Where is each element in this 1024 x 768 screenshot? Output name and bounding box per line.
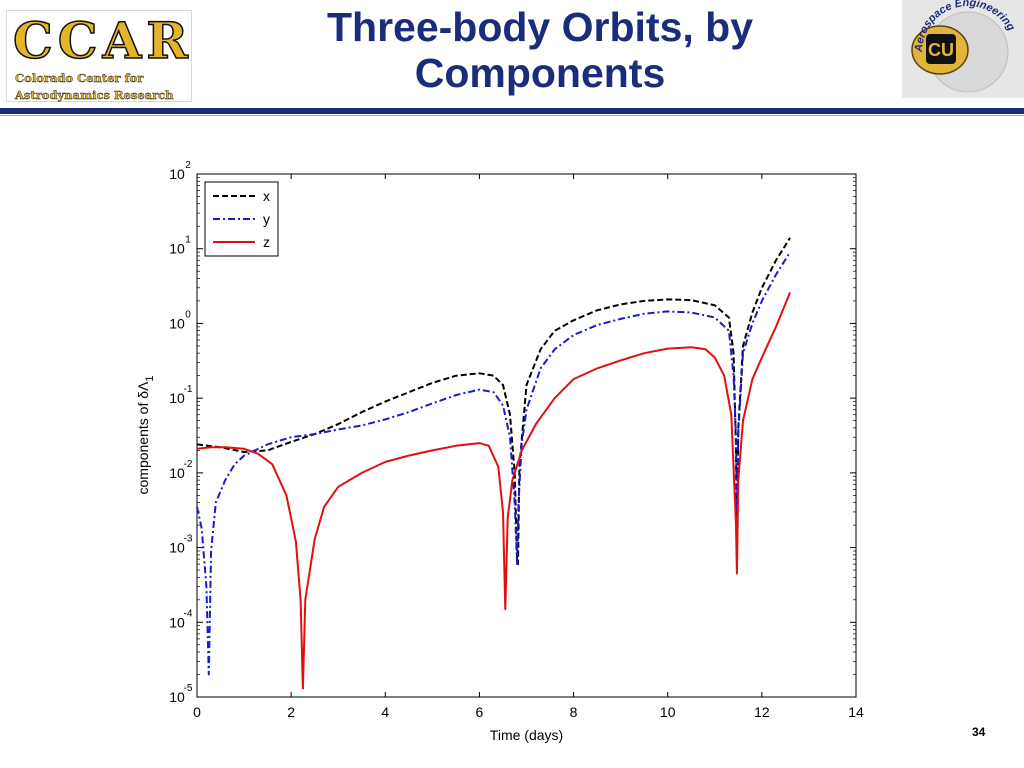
ccar-logo-line1: Colorado Center for bbox=[15, 71, 144, 85]
legend-label-x: x bbox=[263, 188, 270, 204]
x-tick-label: 8 bbox=[570, 704, 578, 720]
y-tick-label: 10 bbox=[169, 166, 185, 182]
y-axis-label: components of δΛ1 bbox=[135, 376, 156, 495]
series-line-y bbox=[196, 251, 791, 676]
page-number: 34 bbox=[972, 725, 986, 739]
y-tick-exponent: 0 bbox=[185, 309, 191, 320]
ccar-logo: CCAR Colorado Center for Astrodynamics R… bbox=[6, 10, 192, 102]
y-tick-label: 10 bbox=[169, 614, 185, 630]
ccar-logo-letters: CCAR bbox=[12, 11, 193, 70]
slide-title-line2: Components bbox=[414, 50, 666, 96]
x-tick-label: 12 bbox=[754, 704, 770, 720]
cu-aerospace-logo-graphic: CU Aerospace Engineering bbox=[911, 0, 1017, 93]
y-tick-label: 10 bbox=[169, 241, 185, 257]
legend-label-y: y bbox=[263, 211, 270, 227]
y-tick-exponent: -5 bbox=[184, 683, 193, 694]
cu-aerospace-logo: CU Aerospace Engineering bbox=[902, 0, 1024, 98]
y-tick-exponent: 1 bbox=[185, 235, 191, 246]
y-tick-exponent: -3 bbox=[184, 534, 193, 545]
y-tick-label: 10 bbox=[169, 540, 185, 556]
x-axis-label: Time (days) bbox=[490, 727, 563, 743]
y-tick-exponent: -2 bbox=[184, 459, 193, 470]
cu-monogram-icon bbox=[926, 34, 956, 64]
x-tick-label: 0 bbox=[193, 704, 201, 720]
y-tick-exponent: -1 bbox=[184, 384, 193, 395]
legend-label-z: z bbox=[263, 234, 270, 250]
y-tick-label: 10 bbox=[169, 315, 185, 331]
x-tick-label: 4 bbox=[381, 704, 389, 720]
y-tick-exponent: -4 bbox=[184, 608, 193, 619]
ccar-logo-line2: Astrodynamics Research bbox=[15, 88, 174, 102]
series-line-z bbox=[196, 292, 792, 690]
y-tick-exponent: 2 bbox=[185, 160, 191, 171]
slide-title: Three-body Orbits, by Components bbox=[220, 4, 860, 96]
header-rule bbox=[0, 108, 1024, 114]
slide-title-line1: Three-body Orbits, by bbox=[327, 4, 753, 50]
series-line-x bbox=[196, 237, 791, 566]
x-tick-label: 10 bbox=[660, 704, 676, 720]
x-tick-label: 6 bbox=[476, 704, 484, 720]
y-tick-label: 10 bbox=[169, 390, 185, 406]
x-tick-label: 2 bbox=[287, 704, 295, 720]
plot-frame bbox=[196, 173, 857, 698]
y-tick-label: 10 bbox=[169, 689, 185, 705]
x-tick-label: 14 bbox=[848, 704, 864, 720]
y-tick-label: 10 bbox=[169, 465, 185, 481]
cu-monogram-text: CU bbox=[928, 40, 954, 60]
header-rule-thin bbox=[0, 115, 1024, 116]
